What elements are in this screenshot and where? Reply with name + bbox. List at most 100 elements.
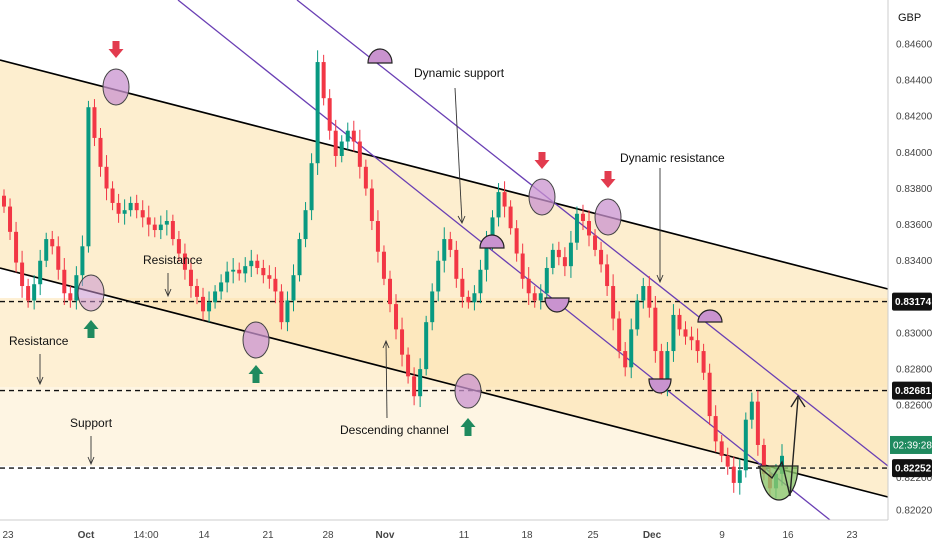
candle-body xyxy=(351,130,356,142)
candle-body xyxy=(225,271,230,283)
candle-body xyxy=(182,253,187,270)
candle-body xyxy=(92,107,97,138)
price-tick-label: 0.84600 xyxy=(896,40,932,51)
candle-body xyxy=(394,304,399,330)
candle-body xyxy=(32,284,37,301)
price-tick-label: 0.83400 xyxy=(896,256,932,267)
dynamic-resistance-line xyxy=(296,0,889,467)
price-tick-label: 0.83600 xyxy=(896,220,932,231)
candle-body xyxy=(550,249,555,268)
highlight-circle xyxy=(528,178,556,216)
countdown-box xyxy=(890,435,932,454)
dynamic-lines xyxy=(177,0,889,521)
projection-path xyxy=(757,394,806,497)
price-tick-label: 0.83000 xyxy=(896,328,932,339)
candle-body xyxy=(665,351,670,388)
candle-body xyxy=(761,444,766,474)
highlight-circle xyxy=(242,321,270,359)
candle-body xyxy=(719,441,724,456)
candle-body xyxy=(140,210,145,218)
candle-body xyxy=(755,401,760,445)
candle-body xyxy=(556,249,561,258)
candle-body xyxy=(134,202,139,211)
arrow-down-icon xyxy=(600,171,616,188)
time-tick-label: 25 xyxy=(587,530,599,541)
candle-body xyxy=(520,253,525,279)
pointer-arrowhead-icon xyxy=(87,456,95,466)
price-axis-panel xyxy=(888,0,932,520)
candle-body xyxy=(255,260,260,268)
candle-body xyxy=(309,163,314,211)
candle-body xyxy=(176,239,181,254)
zone-band-upper xyxy=(0,298,888,387)
candle-body xyxy=(406,354,411,377)
candle-body xyxy=(587,221,592,236)
candle-body xyxy=(689,336,694,341)
time-tick-label: 21 xyxy=(262,530,274,541)
candle-body xyxy=(460,278,465,297)
candle-body xyxy=(207,302,212,312)
projection-arrowhead-icon xyxy=(790,394,806,408)
candle-body xyxy=(285,300,290,323)
level-price-labels: 0.83174 0.82681 0.82252 02:39:28 xyxy=(890,292,932,478)
candle-body xyxy=(659,351,664,388)
candle-body xyxy=(484,242,489,270)
candle-body xyxy=(749,401,754,420)
level-price-box xyxy=(892,292,932,311)
candle-body xyxy=(68,293,73,301)
candle-body xyxy=(345,130,350,142)
candle-body xyxy=(418,369,423,397)
candle-body xyxy=(454,249,459,279)
candle-body xyxy=(62,269,67,294)
price-tick-label: 0.82020 xyxy=(896,506,932,517)
candle-body xyxy=(321,62,326,99)
candle-body xyxy=(339,141,344,156)
candle-body xyxy=(20,262,25,287)
annotation-resistance-lower: Resistance xyxy=(9,334,69,348)
time-tick-label: Nov xyxy=(376,530,395,541)
time-axis: 23 Oct 14:00 14 21 28 Nov 11 18 25 Dec 9 16 23 xyxy=(0,519,932,550)
time-tick-label: Oct xyxy=(78,530,95,541)
countdown-label: 02:39:28 xyxy=(893,440,932,451)
candle-body xyxy=(472,293,477,303)
candle-body xyxy=(568,242,573,267)
channel-upper-line xyxy=(0,59,889,290)
annotation-resistance-upper: Resistance xyxy=(143,253,203,267)
highlight-half-circle xyxy=(697,309,723,323)
candle-body xyxy=(297,239,302,276)
candle-body xyxy=(629,329,634,368)
price-tick-label: 0.82200 xyxy=(896,473,932,484)
candle-body xyxy=(152,224,157,231)
level-price-label: 0.83174 xyxy=(895,297,932,308)
candle-body xyxy=(466,296,471,303)
candle-body xyxy=(116,202,121,214)
time-tick-label: 18 xyxy=(521,530,533,541)
time-tick-label: 16 xyxy=(782,530,794,541)
candle-body xyxy=(695,340,700,352)
price-tick-labels: 0.84600 0.84400 0.84200 0.84000 0.83800 0.836… xyxy=(896,40,932,517)
candle-body xyxy=(363,166,368,189)
time-tick-label: 23 xyxy=(846,530,858,541)
candle-body xyxy=(653,307,658,352)
highlight-half-circle xyxy=(367,48,393,64)
price-tick-label: 0.84000 xyxy=(896,148,932,159)
annotation-support: Support xyxy=(70,416,113,430)
level-price-label: 0.82252 xyxy=(895,464,932,475)
candle-body xyxy=(194,286,199,297)
candle-body xyxy=(526,278,531,294)
candle-body xyxy=(448,239,453,250)
candle-body xyxy=(701,351,706,373)
candle-body xyxy=(605,264,610,287)
candle-body xyxy=(725,455,730,467)
candle-body xyxy=(122,210,127,214)
candle-body xyxy=(599,249,604,265)
price-tick-label: 0.82800 xyxy=(896,365,932,376)
price-tick-label: 0.83800 xyxy=(896,184,932,195)
candle-body xyxy=(532,293,537,301)
candle-body xyxy=(44,239,49,261)
price-tick-label: 0.84200 xyxy=(896,112,932,123)
pointer-arrowhead-icon xyxy=(457,215,466,225)
level-price-label: 0.82681 xyxy=(895,386,932,397)
candle-body xyxy=(562,257,567,267)
candle-body xyxy=(231,269,236,272)
